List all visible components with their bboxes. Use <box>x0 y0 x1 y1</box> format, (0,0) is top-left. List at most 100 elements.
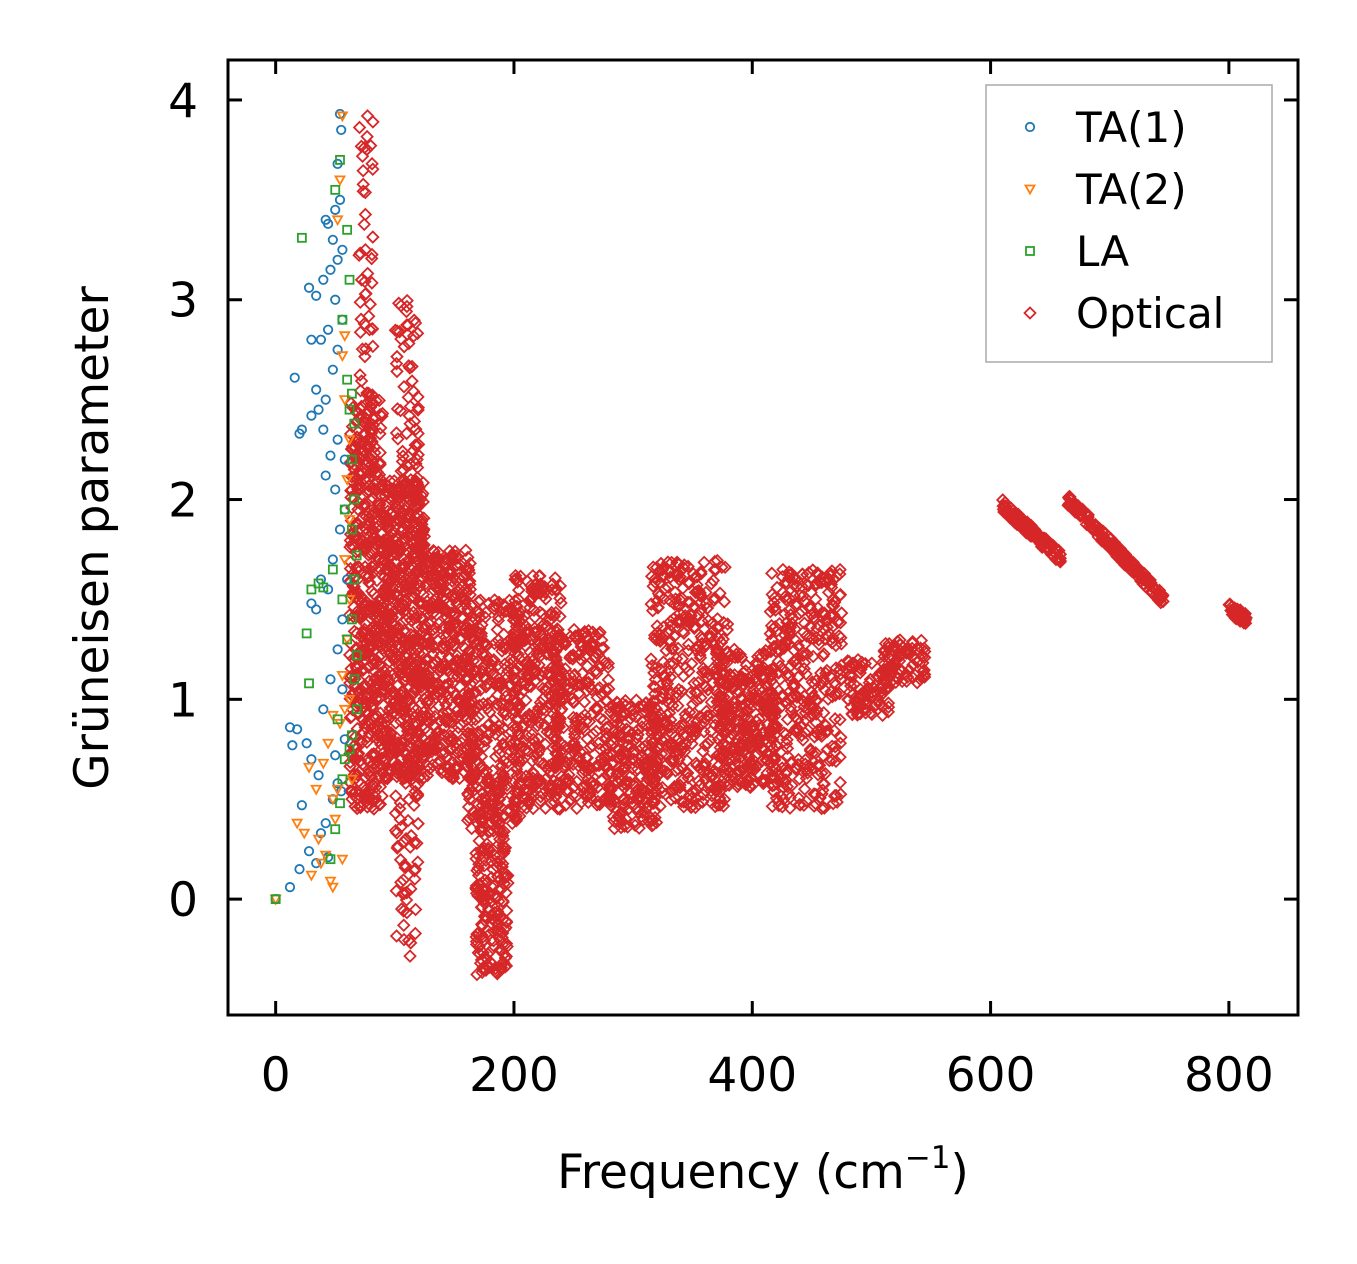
optical-point <box>399 613 414 627</box>
la-point <box>330 824 341 835</box>
optical-point <box>823 669 837 683</box>
optical-point <box>400 724 415 738</box>
optical-point <box>645 771 660 786</box>
optical-point <box>473 683 488 697</box>
optical-point <box>365 322 379 336</box>
optical-point <box>809 707 824 721</box>
optical-point <box>790 579 804 593</box>
optical-point <box>346 787 361 802</box>
optical-point <box>804 685 819 699</box>
optical-point <box>615 763 630 777</box>
optical-point <box>522 679 536 693</box>
optical-point <box>438 678 452 693</box>
optical-point <box>523 645 537 660</box>
ta-1--point <box>337 244 348 255</box>
optical-point <box>450 664 464 678</box>
optical-point <box>375 406 390 421</box>
optical-point <box>475 918 490 933</box>
optical-point <box>412 529 427 543</box>
optical-point <box>453 587 468 602</box>
optical-point <box>662 697 677 711</box>
optical-point <box>410 787 425 801</box>
x-axis-label-main: Frequency (cm <box>557 1145 905 1200</box>
optical-point <box>801 723 815 737</box>
optical-point <box>379 731 394 746</box>
optical-point <box>736 677 751 691</box>
optical-point <box>379 710 393 725</box>
optical-point <box>355 610 369 624</box>
optical-point <box>353 753 368 768</box>
ta-2--point <box>305 870 318 882</box>
optical-point <box>683 607 698 621</box>
optical-point <box>515 753 530 768</box>
optical-point <box>496 767 510 782</box>
optical-point <box>349 561 364 576</box>
plot-frame <box>226 58 1300 1017</box>
optical-point <box>353 589 368 604</box>
optical-point <box>675 651 690 666</box>
optical-point <box>687 706 702 721</box>
optical-point <box>719 739 733 753</box>
x-tick-label: 600 <box>946 1048 1036 1103</box>
optical-point <box>716 632 730 646</box>
optical-point <box>765 723 780 738</box>
optical-point <box>717 690 731 704</box>
optical-point <box>427 719 441 734</box>
optical-point <box>353 246 368 260</box>
optical-point <box>554 769 569 784</box>
optical-point <box>386 491 401 506</box>
optical-point <box>448 558 463 573</box>
optical-point <box>343 755 358 770</box>
ta-1--point <box>327 234 338 245</box>
optical-point <box>368 780 383 794</box>
optical-point <box>840 654 855 668</box>
la-point <box>306 584 317 595</box>
optical-point <box>534 773 548 788</box>
optical-point <box>562 768 576 782</box>
legend-label: TA(2) <box>1075 165 1187 214</box>
optical-point <box>605 748 620 763</box>
optical-point <box>826 619 841 633</box>
optical-point <box>1011 507 1026 522</box>
optical-point <box>671 762 686 777</box>
optical-point <box>693 710 707 724</box>
optical-point <box>567 723 582 738</box>
optical-point <box>489 889 503 904</box>
ta-1--point <box>320 470 331 481</box>
optical-point <box>447 606 462 620</box>
optical-point <box>699 680 713 694</box>
optical-point <box>729 700 744 715</box>
optical-point <box>662 664 676 678</box>
optical-point <box>407 668 422 682</box>
optical-point <box>707 591 722 605</box>
optical-point <box>390 678 405 693</box>
optical-point <box>764 769 779 784</box>
optical-point <box>437 728 451 742</box>
optical-point <box>800 766 815 780</box>
optical-point <box>418 674 433 689</box>
x-tick-label: 400 <box>707 1048 797 1103</box>
optical-point <box>468 665 483 679</box>
optical-point <box>345 441 359 456</box>
optical-point <box>379 606 394 620</box>
optical-point <box>399 304 414 319</box>
optical-point <box>476 786 491 801</box>
optical-point <box>828 739 842 754</box>
optical-point <box>355 480 369 495</box>
optical-point <box>578 649 592 664</box>
optical-point <box>659 643 673 658</box>
optical-point <box>376 633 390 648</box>
optical-point <box>809 673 824 688</box>
optical-point <box>789 599 804 613</box>
optical-point <box>1086 523 1101 538</box>
optical-point <box>393 796 408 810</box>
optical-point <box>502 604 516 619</box>
optical-point <box>887 661 901 675</box>
optical-point <box>345 470 359 484</box>
optical-point <box>366 230 380 244</box>
optical-point <box>812 618 826 633</box>
optical-point <box>745 762 759 777</box>
optical-point <box>529 585 543 600</box>
optical-point <box>481 782 495 796</box>
